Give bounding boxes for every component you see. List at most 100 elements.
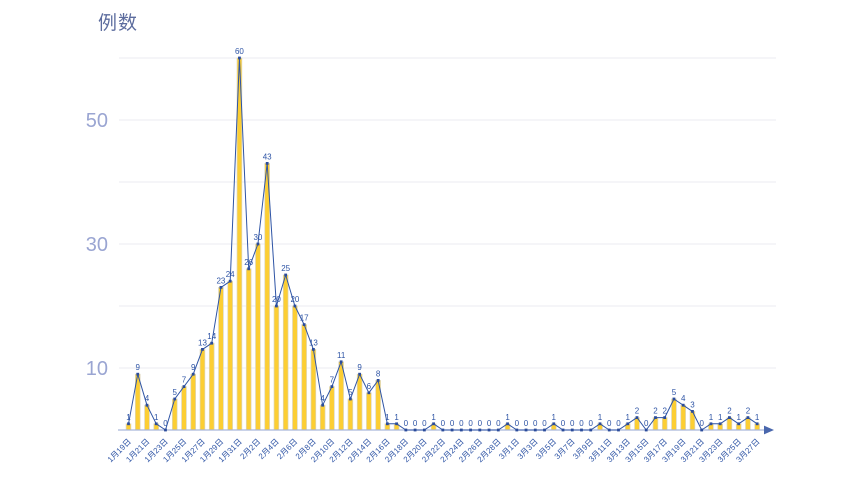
y-tick-label: 10 — [86, 358, 108, 380]
bar — [347, 398, 354, 431]
data-point — [302, 323, 306, 326]
value-label: 1 — [626, 413, 631, 422]
data-point — [321, 403, 325, 407]
value-label: 0 — [163, 419, 168, 428]
data-point — [709, 422, 713, 426]
value-label: 6 — [367, 382, 372, 391]
data-point — [561, 428, 565, 432]
data-point — [358, 372, 362, 376]
data-point — [348, 397, 352, 401]
data-point — [524, 428, 528, 432]
data-point — [506, 422, 509, 426]
bar — [356, 373, 363, 431]
bar — [245, 268, 252, 431]
data-point — [385, 422, 389, 426]
bar — [745, 417, 751, 431]
bar — [726, 417, 733, 431]
point-markers — [127, 56, 759, 432]
value-label: 1 — [598, 413, 603, 422]
data-point — [191, 372, 195, 376]
bar — [319, 404, 326, 431]
value-label: 0 — [478, 419, 483, 428]
value-label: 9 — [357, 363, 362, 372]
value-label: 60 — [235, 47, 244, 56]
data-point — [469, 428, 472, 432]
data-point — [450, 428, 454, 432]
data-point — [487, 428, 491, 432]
value-label: 0 — [570, 419, 575, 428]
bar — [218, 287, 224, 431]
value-label: 20 — [272, 295, 281, 304]
data-point — [737, 422, 741, 426]
value-label: 7 — [330, 376, 335, 385]
value-label: 2 — [746, 407, 751, 416]
value-label: 1 — [126, 413, 131, 422]
data-point — [755, 422, 759, 426]
data-point — [256, 242, 260, 246]
bar — [227, 280, 233, 431]
axis-arrow-icon — [764, 425, 774, 435]
value-label: 1 — [385, 413, 390, 422]
data-point — [441, 428, 445, 432]
value-label: 23 — [216, 276, 225, 285]
data-point — [136, 372, 140, 376]
data-point — [533, 428, 537, 432]
data-point — [644, 428, 648, 432]
y-tick-label: 30 — [86, 234, 108, 256]
data-point — [617, 428, 620, 432]
bar — [329, 386, 335, 431]
value-label: 9 — [136, 363, 141, 372]
value-label: 43 — [263, 152, 272, 161]
data-point — [718, 422, 722, 426]
data-point — [459, 428, 463, 432]
data-point — [422, 428, 426, 432]
data-point — [663, 416, 667, 419]
value-label: 2 — [727, 407, 732, 416]
data-point — [293, 304, 297, 308]
value-label: 3 — [690, 400, 695, 409]
bar — [292, 305, 298, 431]
data-point — [691, 410, 694, 413]
data-point — [607, 428, 611, 432]
data-point — [413, 428, 417, 432]
data-point — [570, 428, 574, 432]
data-point — [654, 416, 657, 419]
y-tick-label: 50 — [86, 110, 108, 132]
bar — [273, 305, 280, 431]
data-point — [515, 428, 519, 432]
bar — [255, 243, 261, 431]
bar — [366, 392, 372, 431]
value-label: 24 — [226, 270, 235, 279]
data-point — [552, 422, 556, 426]
data-point — [395, 422, 399, 426]
bar — [208, 342, 215, 431]
value-label: 11 — [337, 351, 346, 360]
value-label: 1 — [552, 413, 557, 422]
value-label: 5 — [348, 388, 353, 397]
value-label: 0 — [468, 419, 473, 428]
bar — [661, 417, 668, 431]
value-label: 4 — [145, 394, 150, 403]
value-label: 2 — [653, 407, 658, 416]
data-point — [626, 422, 630, 426]
value-label: 0 — [524, 419, 529, 428]
data-point — [339, 360, 343, 364]
data-point — [496, 428, 500, 432]
data-point — [635, 416, 639, 419]
data-point — [275, 304, 278, 308]
value-label: 0 — [589, 419, 594, 428]
data-point — [145, 403, 149, 407]
value-label: 0 — [542, 419, 547, 428]
data-point — [228, 279, 232, 283]
value-label: 4 — [320, 394, 325, 403]
value-label: 0 — [616, 419, 621, 428]
value-label: 1 — [755, 413, 760, 422]
value-label: 30 — [253, 233, 262, 242]
bars — [125, 57, 760, 431]
value-label: 0 — [459, 419, 464, 428]
value-label: 0 — [515, 419, 520, 428]
data-point — [376, 379, 380, 382]
value-label: 1 — [154, 413, 159, 422]
value-label: 2 — [662, 407, 667, 416]
